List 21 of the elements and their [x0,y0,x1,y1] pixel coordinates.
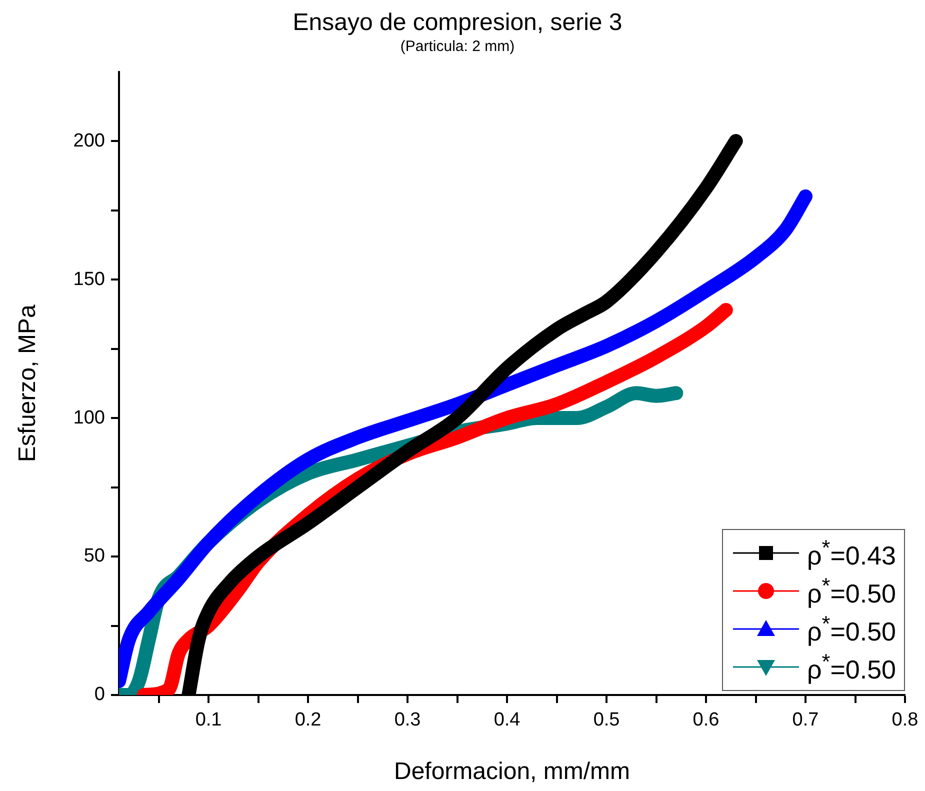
x-tick-label: 0.2 [294,710,322,731]
chart-title: Ensayo de compresion, serie 3 [292,9,622,36]
x-axis-title: Deformacion, mm/mm [394,758,630,786]
y-tick-label: 50 [84,546,105,567]
y-tick-label: 100 [73,407,105,428]
x-tick-label: 0.1 [195,710,222,731]
legend-label: ρ$^{*}$=0.50 [806,610,896,648]
x-tick-label: 0.3 [394,710,421,731]
x-tick-label: 0.7 [792,710,819,731]
legend-label: ρ$^{*}$=0.50 [806,572,896,610]
x-tick-label: 0.6 [692,710,720,731]
legend-label: ρ$^{*}$=0.43 [806,534,896,572]
legend-label: ρ$^{*}$=0.50 [806,648,896,686]
x-tick-label: 0.5 [593,710,620,731]
y-tick-label: 150 [73,268,105,290]
x-tick-label: 0.4 [494,710,521,731]
y-axis-title: Esfuerzo, MPa [14,304,42,462]
x-tick-label: 0.8 [892,710,918,731]
y-tick-label: 0 [94,684,105,706]
y-tick-label: 200 [73,130,105,152]
chart-subtitle: (Particula: 2 mm) [400,38,515,55]
